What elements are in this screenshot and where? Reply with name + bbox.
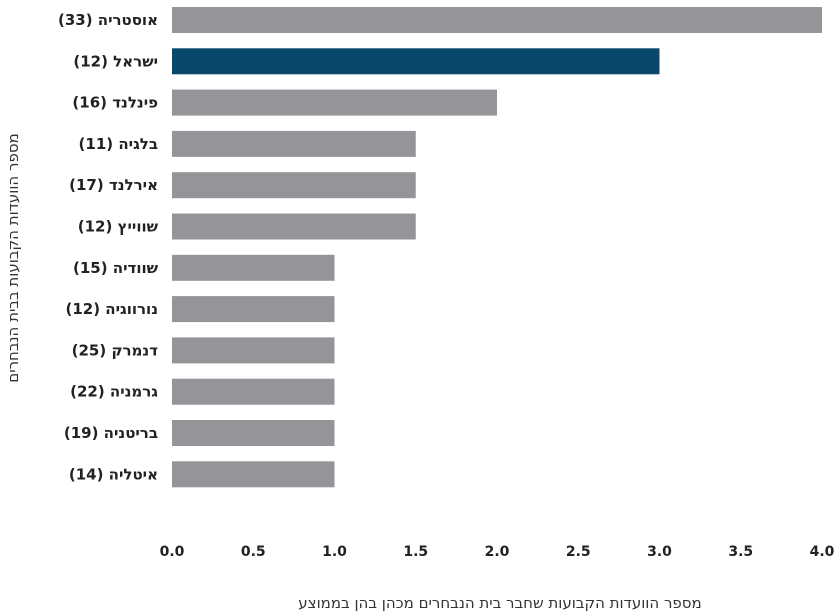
- x-tick-label: 2.0: [485, 544, 510, 560]
- bar: [172, 378, 335, 405]
- category-label: אירלנד (17): [69, 176, 158, 194]
- category-label: שווייץ (12): [78, 218, 159, 236]
- x-tick-label: 2.5: [566, 544, 591, 560]
- x-tick-label: 3.5: [728, 544, 753, 560]
- bar: [172, 48, 660, 75]
- category-label: בלגיה (11): [79, 135, 158, 153]
- x-tick-label: 1.5: [403, 544, 428, 560]
- x-tick-label: 1.0: [322, 544, 347, 560]
- bar: [172, 337, 335, 364]
- x-tick-label: 0.0: [160, 544, 185, 560]
- x-tick-label: 0.5: [241, 544, 266, 560]
- x-tick-labels: 0.0 0.5 1.0 1.5 2.0 2.5 3.0 3.5 4.0: [160, 544, 835, 560]
- bar: [172, 461, 335, 488]
- bar: [172, 89, 497, 116]
- bar: [172, 296, 335, 323]
- category-label: איטליה (14): [69, 465, 158, 483]
- x-tick-label: 3.0: [647, 544, 672, 560]
- category-labels: אוסטריה (33) ישראל (12) פינלנד (16) בלגיה (…: [58, 11, 159, 483]
- category-label: גרמניה (22): [70, 383, 158, 401]
- category-label: נורווגיה (12): [65, 300, 158, 318]
- category-label: ישראל (12): [73, 52, 158, 70]
- bar: [172, 172, 416, 199]
- bar: [172, 213, 416, 240]
- y-axis-title: מספר הוועדות הקבועות בבית הנבחרים: [4, 133, 22, 382]
- category-label: פינלנד (16): [72, 94, 158, 112]
- bar: [172, 254, 335, 281]
- bar: [172, 7, 822, 33]
- bars-group: [172, 7, 822, 488]
- x-axis-title: מספר הוועדות הקבועות שחבר בית הנבחרים מכ…: [298, 594, 701, 612]
- x-tick-label: 4.0: [810, 544, 835, 560]
- bar: [172, 420, 335, 446]
- category-label: בריטניה (19): [64, 424, 158, 442]
- category-label: דנמרק (25): [72, 341, 159, 359]
- bar: [172, 130, 416, 157]
- category-label: שוודיה (15): [73, 259, 159, 277]
- category-label: אוסטריה (33): [58, 11, 158, 29]
